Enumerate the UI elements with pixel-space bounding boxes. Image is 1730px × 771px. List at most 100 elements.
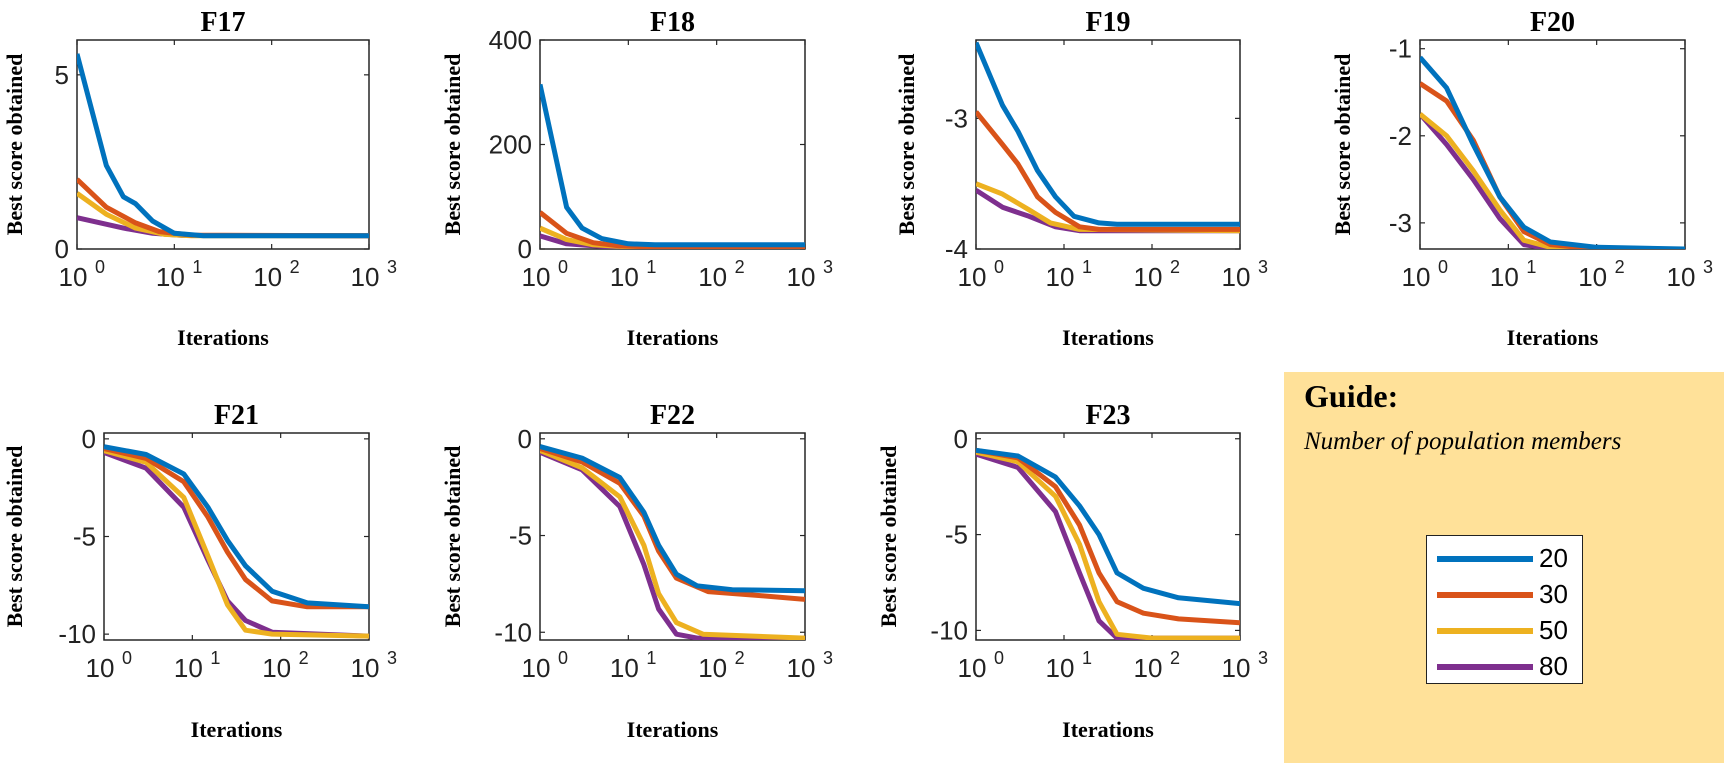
x-axis-label: Iterations [1507, 325, 1599, 350]
y-tick-label: 0 [55, 234, 69, 264]
x-tick-label: 10 [1046, 653, 1075, 683]
legend-label-80: 80 [1539, 651, 1568, 681]
series-line-80 [540, 449, 805, 640]
chart-title: F17 [200, 7, 245, 38]
y-tick-label: 200 [489, 130, 532, 160]
chart-title: F20 [1530, 7, 1575, 38]
legend-item-80: 80 [1435, 648, 1575, 684]
x-tick-label: 10 [1490, 262, 1519, 292]
y-tick-label: -4 [945, 234, 968, 264]
guide-title: Guide: [1304, 378, 1399, 414]
y-tick-label: 400 [489, 25, 532, 55]
y-tick-label: 0 [518, 234, 532, 264]
x-tick-label: 10 [1134, 653, 1163, 683]
y-tick-label: -10 [494, 617, 532, 647]
series-line-50 [976, 449, 1240, 640]
legend: 20 30 50 80 [1426, 535, 1583, 684]
x-axis-label: Iterations [1062, 717, 1154, 742]
y-axis-label: Best score obtained [440, 54, 465, 236]
plot-frame [1419, 39, 1686, 250]
x-tick-exponent: 1 [1082, 257, 1092, 277]
x-tick-exponent: 1 [1082, 648, 1092, 668]
x-axis-label: Iterations [191, 717, 283, 742]
x-tick-exponent: 1 [192, 257, 202, 277]
x-tick-label: 10 [156, 262, 185, 292]
x-tick-exponent: 3 [387, 257, 397, 277]
x-tick-label: 10 [59, 262, 88, 292]
x-tick-exponent: 0 [558, 648, 568, 668]
legend-swatch-20 [1437, 556, 1533, 562]
legend-item-50: 50 [1435, 612, 1575, 648]
legend-label-50: 50 [1539, 615, 1568, 645]
x-tick-exponent: 2 [290, 257, 300, 277]
series-line-80 [1420, 112, 1685, 249]
x-tick-exponent: 0 [1438, 257, 1448, 277]
series-line-50 [104, 448, 369, 639]
x-tick-exponent: 2 [735, 648, 745, 668]
x-tick-exponent: 0 [558, 257, 568, 277]
series-line-20 [77, 53, 369, 239]
y-tick-label: -3 [945, 103, 968, 133]
plot-frame [76, 39, 370, 250]
series-line-30 [976, 447, 1240, 626]
y-tick-label: 5 [55, 60, 69, 90]
x-axis-label: Iterations [177, 325, 269, 350]
x-tick-label: 10 [174, 653, 203, 683]
y-axis-label: Best score obtained [876, 446, 901, 628]
series-line-20 [1420, 55, 1685, 249]
x-tick-label: 10 [1222, 653, 1251, 683]
chart-title: F23 [1085, 400, 1130, 431]
x-tick-label: 10 [351, 653, 380, 683]
x-tick-label: 10 [262, 653, 291, 683]
x-tick-label: 10 [958, 262, 987, 292]
chart-f18: F18 Best score obtained Iterations 0 200 400 1… [440, 7, 833, 350]
chart-title: F21 [214, 400, 259, 431]
x-tick-label: 10 [787, 262, 816, 292]
series-line-50 [540, 448, 805, 640]
x-tick-exponent: 2 [1170, 257, 1180, 277]
x-tick-label: 10 [86, 653, 115, 683]
x-tick-label: 10 [698, 262, 727, 292]
x-tick-exponent: 3 [387, 648, 397, 668]
plot-frame [975, 432, 1241, 641]
x-axis-label: Iterations [627, 325, 719, 350]
y-tick-label: -10 [58, 619, 96, 649]
guide-subtitle: Number of population members [1304, 428, 1622, 455]
x-tick-exponent: 2 [735, 257, 745, 277]
series-line-30 [104, 446, 369, 610]
legend-swatch-30 [1437, 592, 1533, 598]
x-tick-label: 10 [1222, 262, 1251, 292]
x-tick-label: 10 [351, 262, 380, 292]
x-tick-exponent: 0 [95, 257, 105, 277]
series-line-30 [540, 446, 805, 602]
y-tick-label: 0 [954, 424, 968, 454]
chart-title: F22 [650, 400, 695, 431]
series-line-20 [540, 444, 805, 594]
x-tick-exponent: 2 [299, 648, 309, 668]
y-axis-label: Best score obtained [1330, 54, 1355, 236]
x-tick-exponent: 1 [210, 648, 220, 668]
y-axis-label: Best score obtained [2, 446, 27, 628]
x-tick-label: 10 [958, 653, 987, 683]
y-tick-label: -5 [509, 521, 532, 551]
x-tick-exponent: 3 [1258, 648, 1268, 668]
x-tick-exponent: 0 [994, 257, 1004, 277]
y-axis-label: Best score obtained [440, 446, 465, 628]
x-tick-exponent: 2 [1170, 648, 1180, 668]
series-line-20 [540, 83, 805, 248]
x-tick-exponent: 3 [1258, 257, 1268, 277]
x-tick-label: 10 [1134, 262, 1163, 292]
x-tick-label: 10 [610, 262, 639, 292]
legend-label-20: 20 [1539, 543, 1568, 573]
x-tick-exponent: 1 [1526, 257, 1536, 277]
series-line-80 [976, 451, 1240, 640]
y-tick-label: -5 [945, 520, 968, 550]
y-tick-label: -2 [1389, 121, 1412, 151]
y-tick-label: -1 [1389, 34, 1412, 64]
legend-item-30: 30 [1435, 576, 1575, 612]
